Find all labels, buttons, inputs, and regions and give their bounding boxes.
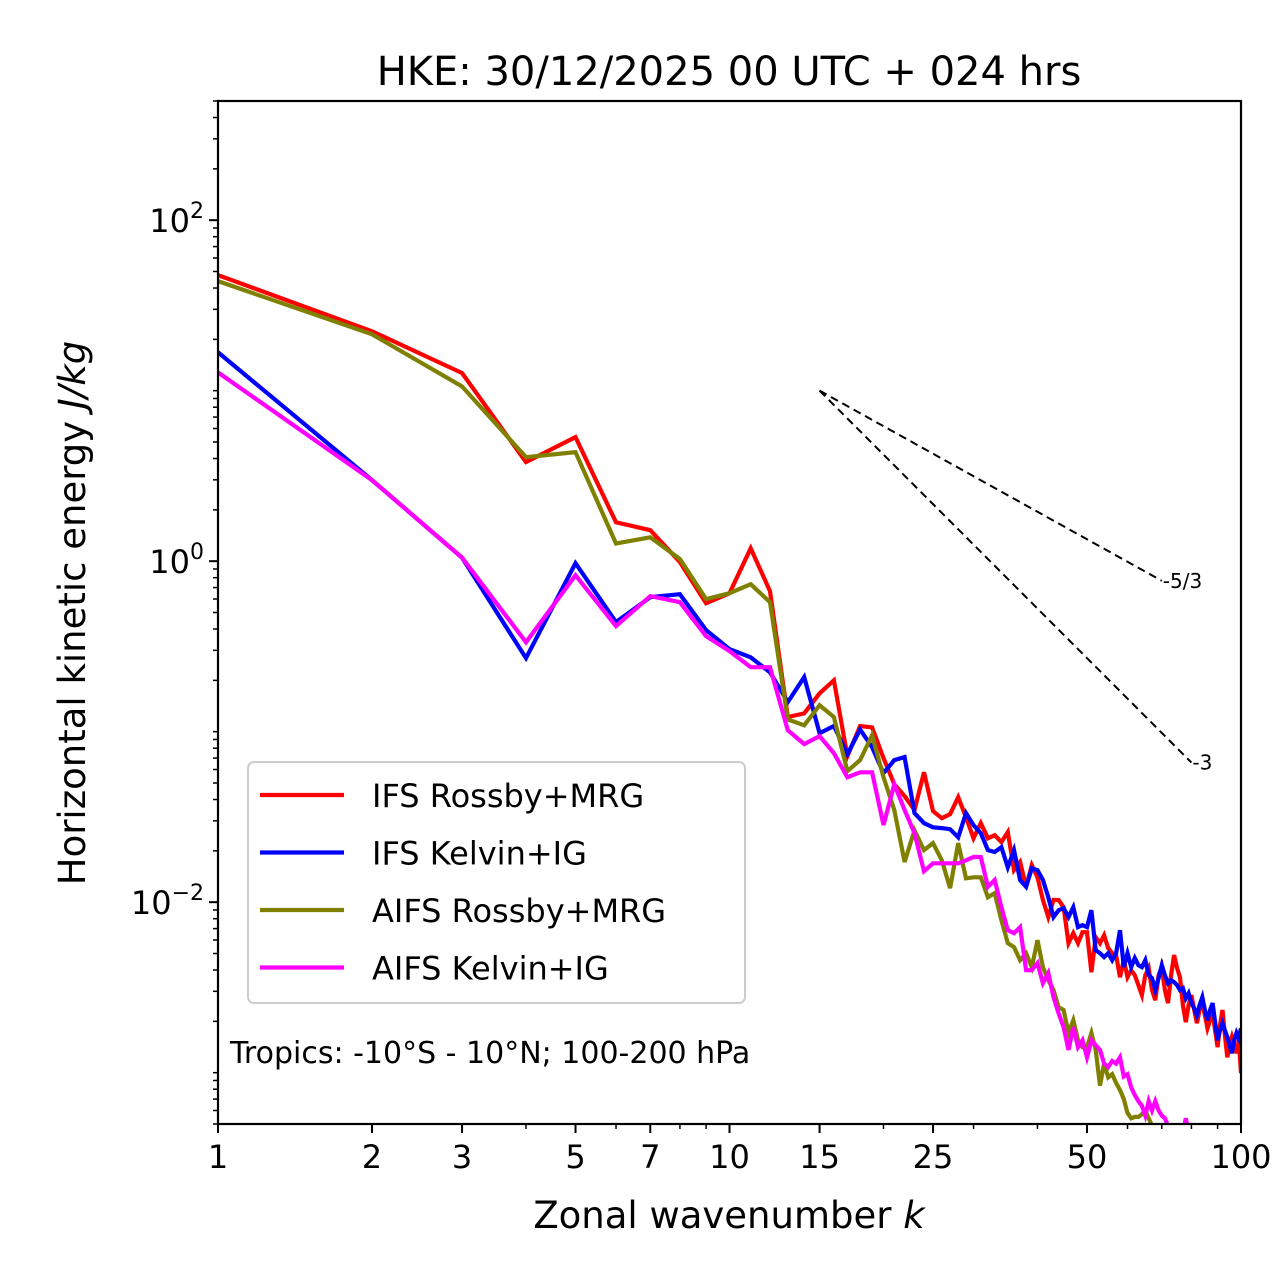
legend-item: IFS Rossby+MRG [260,777,644,815]
x-tick-label: 2 [362,1138,382,1176]
reference-line-label: -3 [1192,751,1212,775]
x-tick-label: 15 [799,1138,840,1176]
legend: IFS Rossby+MRG IFS Kelvin+IG AIFS Rossby+M… [247,761,746,1004]
legend-item: IFS Kelvin+IG [260,835,587,873]
plot-frame [216,99,1243,1126]
x-tick-label: 10 [709,1138,750,1176]
series-line-ifs-kelvin-ig [218,350,1241,1054]
y-axis-label-text: Horizontal kinetic energy [51,421,94,885]
reference-line-label: -5/3 [1163,569,1202,593]
x-tick-label: 7 [640,1138,660,1176]
reference-lines: -5/3 -3 [818,389,1212,775]
x-tick-label: 50 [1067,1138,1108,1176]
reference-line-slope-minus-5-3 [819,389,1163,582]
chart-title: HKE: 30/12/2025 00 UTC + 024 hrs [377,49,1082,95]
x-tick-label: 100 [1210,1138,1271,1176]
legend-item: AIFS Rossby+MRG [260,892,666,930]
legend-item: AIFS Kelvin+IG [260,950,609,988]
series-line-aifs-rossby-mrg [218,279,1154,1124]
x-tick-label: 1 [208,1138,228,1176]
series-layer [218,273,1241,1124]
reference-line-slope-minus-3 [818,389,1193,764]
legend-label: IFS Rossby+MRG [372,777,644,815]
y-tick-label: 100 [149,540,204,581]
series-line-aifs-kelvin-ig [218,370,1170,1124]
x-axis-label-text: Zonal wavenumber [533,1194,892,1237]
legend-label: IFS Kelvin+IG [372,835,587,873]
x-axis-label-symbol: k [903,1194,926,1237]
y-axis-ticks: 102 100 10−2 [131,100,218,1125]
x-axis-label: Zonal wavenumber k [533,1194,926,1237]
region-annotation: Tropics: -10°S - 10°N; 100-200 hPa [229,1036,750,1071]
x-tick-label: 25 [913,1138,954,1176]
y-axis-label-unit: J/kg [51,341,94,416]
y-tick-label: 102 [149,199,204,240]
y-axis-label: Horizontal kinetic energy J/kg [51,341,94,885]
legend-label: AIFS Rossby+MRG [372,892,666,930]
x-axis-ticks: 1 2 3 5 7 10 15 25 50 100 [208,1124,1272,1176]
x-tick-label: 5 [565,1138,585,1176]
legend-box [247,761,746,1004]
x-tick-label: 3 [452,1138,472,1176]
legend-label: AIFS Kelvin+IG [372,950,609,988]
y-tick-label: 10−2 [131,881,204,922]
